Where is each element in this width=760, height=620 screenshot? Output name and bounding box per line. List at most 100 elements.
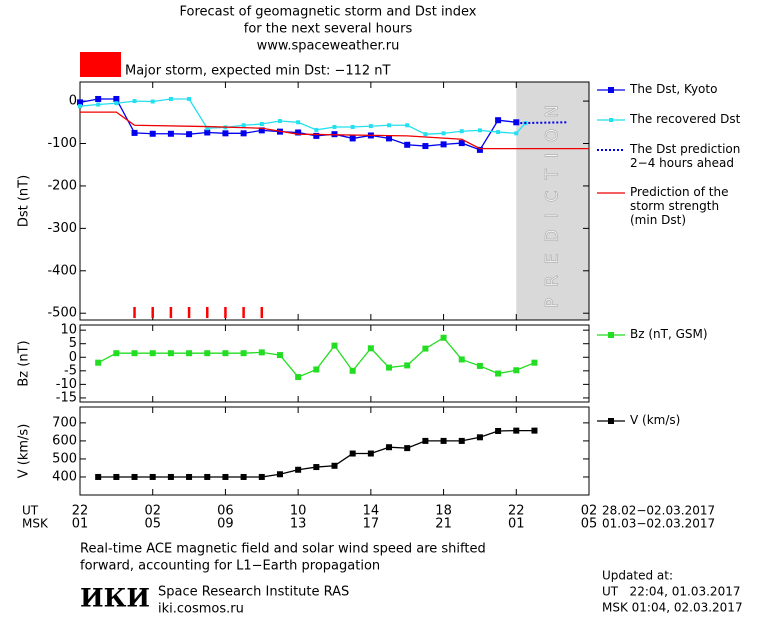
x-tick-label: 14 bbox=[363, 504, 380, 519]
x-tick-label: 22 bbox=[72, 504, 89, 519]
point bbox=[459, 129, 464, 134]
institute-url: iki.cosmos.ru bbox=[158, 602, 244, 617]
x-tick-label-msk: 01 bbox=[72, 517, 89, 532]
point bbox=[240, 350, 247, 357]
point bbox=[422, 345, 429, 352]
alert-text: Major storm, expected min Dst: −112 nT bbox=[125, 64, 391, 79]
point bbox=[258, 349, 265, 356]
updated-heading: Updated at: bbox=[602, 569, 673, 583]
point bbox=[149, 350, 156, 357]
ut-label: UT bbox=[22, 504, 39, 518]
point bbox=[313, 464, 320, 471]
series-line bbox=[79, 98, 526, 135]
point bbox=[113, 95, 120, 102]
updated-msk: MSK 01:04, 02.03.2017 bbox=[602, 601, 743, 615]
x-tick-label-msk: 01 bbox=[508, 517, 525, 532]
point bbox=[349, 367, 356, 374]
point bbox=[458, 437, 465, 444]
y-tick-label: -5 bbox=[64, 363, 77, 378]
point bbox=[313, 366, 320, 373]
legend-label: V (km/s) bbox=[630, 413, 681, 427]
point bbox=[476, 362, 483, 369]
point bbox=[404, 445, 411, 452]
point bbox=[495, 427, 502, 434]
updated-ut: UT 22:04, 01.03.2017 bbox=[602, 585, 740, 599]
point bbox=[477, 128, 482, 133]
point bbox=[204, 473, 211, 480]
y-tick-label: 0 bbox=[69, 350, 77, 365]
legend-marker bbox=[608, 418, 614, 424]
point bbox=[276, 471, 283, 478]
point bbox=[513, 427, 520, 434]
y-tick-label: 5 bbox=[69, 336, 77, 351]
title: www.spaceweather.ru bbox=[257, 39, 400, 54]
point bbox=[205, 126, 210, 131]
point bbox=[349, 135, 356, 142]
point bbox=[204, 129, 211, 136]
point bbox=[422, 143, 429, 150]
point bbox=[114, 101, 119, 106]
point bbox=[295, 466, 302, 473]
point bbox=[386, 364, 393, 371]
series-line bbox=[80, 111, 589, 150]
point bbox=[423, 132, 428, 137]
point bbox=[332, 124, 337, 129]
x-tick-label-msk: 05 bbox=[144, 517, 161, 532]
point bbox=[514, 131, 519, 136]
x-tick-label: 02 bbox=[144, 504, 161, 519]
point bbox=[95, 95, 102, 102]
point bbox=[440, 334, 447, 341]
legend-label: Bz (nT, GSM) bbox=[630, 327, 708, 341]
point bbox=[531, 359, 538, 366]
point bbox=[513, 367, 520, 374]
legend-marker bbox=[609, 118, 613, 122]
x-tick-label-msk: 17 bbox=[363, 517, 380, 532]
point bbox=[276, 352, 283, 359]
y-tick-label: 500 bbox=[52, 451, 77, 466]
logo: ИКИ bbox=[80, 584, 150, 613]
plot-frame bbox=[79, 324, 590, 403]
point bbox=[222, 350, 229, 357]
point bbox=[367, 450, 374, 457]
point bbox=[240, 130, 247, 137]
point bbox=[314, 127, 319, 132]
point bbox=[187, 96, 192, 101]
point bbox=[77, 99, 83, 106]
msk-label: MSK bbox=[22, 517, 49, 531]
x-tick-label-msk: 05 bbox=[581, 517, 598, 532]
point bbox=[404, 141, 411, 148]
point bbox=[349, 450, 356, 457]
y-tick-label: -500 bbox=[47, 306, 77, 321]
point bbox=[132, 99, 137, 104]
point bbox=[440, 437, 447, 444]
point bbox=[350, 124, 355, 129]
point bbox=[496, 130, 501, 135]
point bbox=[131, 350, 138, 357]
ut-dates: 28.02−02.03.2017 bbox=[602, 504, 715, 518]
point bbox=[149, 473, 156, 480]
y-tick-label: -200 bbox=[47, 178, 77, 193]
title: Forecast of geomagnetic storm and Dst in… bbox=[179, 5, 476, 20]
legend-label: The Dst prediction 2−4 hours ahead bbox=[630, 142, 741, 170]
point bbox=[441, 131, 446, 136]
point bbox=[386, 135, 393, 142]
point bbox=[167, 473, 174, 480]
legend-marker bbox=[608, 332, 614, 338]
point bbox=[495, 370, 502, 377]
y-tick-label: 700 bbox=[52, 415, 77, 430]
point bbox=[404, 362, 411, 369]
institute-name: Space Research Institute RAS bbox=[158, 585, 349, 600]
point bbox=[458, 140, 465, 147]
point bbox=[95, 359, 102, 366]
y-tick-label: -300 bbox=[47, 221, 77, 236]
y-axis-label: V (km/s) bbox=[17, 424, 32, 479]
y-tick-label: 10 bbox=[60, 323, 77, 338]
y-tick-label: -400 bbox=[47, 263, 77, 278]
point bbox=[368, 124, 373, 129]
y-axis-label: Bz (nT) bbox=[17, 340, 32, 386]
series-line bbox=[516, 121, 567, 125]
point bbox=[277, 119, 282, 124]
point bbox=[222, 130, 229, 137]
